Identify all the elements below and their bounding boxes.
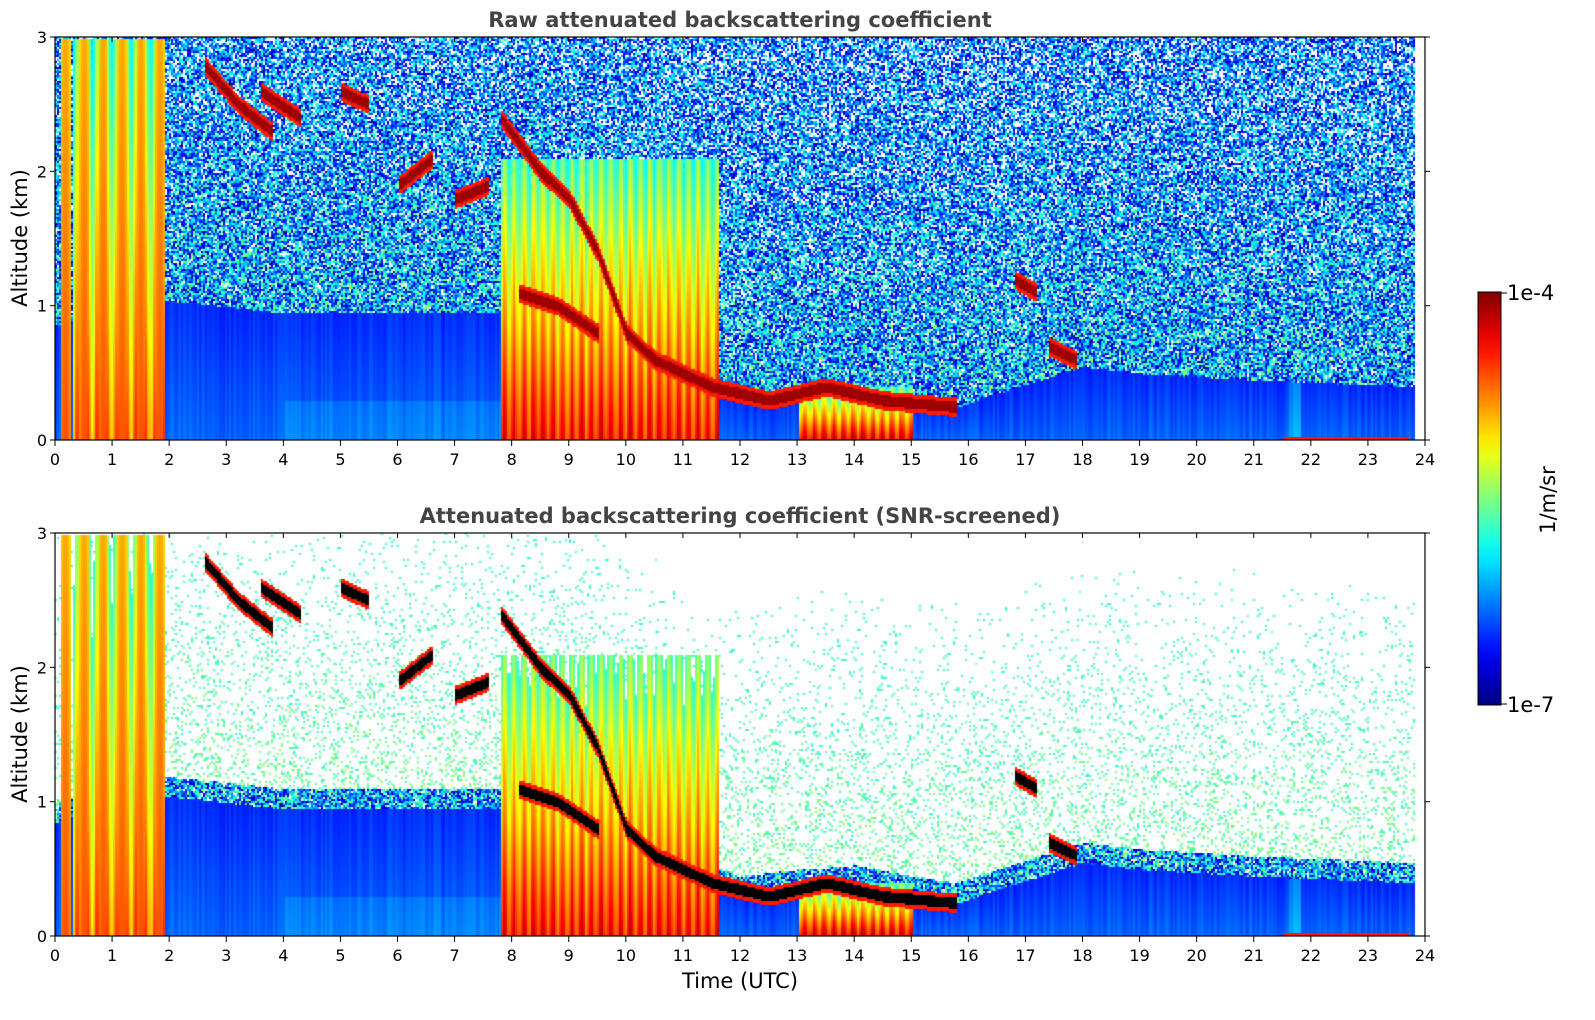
x-tick-label: 17 [1015, 946, 1035, 965]
x-tick-label: 3 [221, 450, 231, 469]
x-tick-label: 8 [507, 450, 517, 469]
y-tick-label: 2 [37, 162, 47, 181]
y-tick-label: 3 [37, 524, 47, 543]
x-tick-label: 12 [730, 946, 750, 965]
x-tick-label: 16 [958, 450, 978, 469]
x-tick-label: 7 [449, 450, 459, 469]
x-tick-label: 0 [50, 946, 60, 965]
x-tick-label: 18 [1072, 450, 1092, 469]
x-tick-label: 12 [730, 450, 750, 469]
x-tick-label: 6 [392, 450, 402, 469]
x-tick-label: 0 [50, 450, 60, 469]
x-tick-label: 1 [107, 450, 117, 469]
colorbar-max-label: 1e-4 [1507, 281, 1554, 305]
x-tick-label: 20 [1186, 946, 1206, 965]
x-tick-label: 13 [787, 946, 807, 965]
x-tick-label: 24 [1415, 946, 1435, 965]
x-tick-label: 3 [221, 946, 231, 965]
bottom-plot-title: Attenuated backscattering coefficient (S… [420, 504, 1061, 528]
x-tick-label: 9 [564, 450, 574, 469]
y-tick-label: 1 [37, 793, 47, 812]
x-tick-label: 17 [1015, 450, 1035, 469]
x-tick-label: 5 [335, 450, 345, 469]
x-tick-label: 19 [1129, 946, 1149, 965]
x-tick-label: 7 [449, 946, 459, 965]
x-tick-label: 23 [1358, 450, 1378, 469]
y-tick-label: 0 [37, 927, 47, 946]
x-tick-label: 14 [844, 946, 864, 965]
x-tick-label: 24 [1415, 450, 1435, 469]
top-y-axis: 0 1 2 3 [37, 28, 1430, 450]
x-tick-label: 20 [1186, 450, 1206, 469]
top-plot-title: Raw attenuated backscattering coefficien… [488, 8, 992, 32]
x-tick-label: 9 [564, 946, 574, 965]
bottom-y-axis: 0 1 2 3 [37, 524, 1430, 946]
colorbar: 1e-4 1e-7 1/m/sr [1477, 281, 1560, 717]
x-tick-label: 8 [507, 946, 517, 965]
x-tick-label: 21 [1244, 450, 1264, 469]
screened-backscatter-panel: Attenuated backscattering coefficient (S… [8, 504, 1435, 993]
x-tick-label: 2 [164, 450, 174, 469]
x-tick-label: 22 [1301, 946, 1321, 965]
x-tick-label: 11 [673, 450, 693, 469]
x-tick-label: 19 [1129, 450, 1149, 469]
bottom-heatmap [55, 533, 1425, 936]
x-tick-label: 22 [1301, 450, 1321, 469]
x-tick-label: 4 [278, 946, 288, 965]
bottom-y-axis-label: Altitude (km) [8, 665, 32, 803]
x-tick-label: 13 [787, 450, 807, 469]
x-tick-label: 18 [1072, 946, 1092, 965]
x-tick-label: 14 [844, 450, 864, 469]
x-tick-label: 16 [958, 946, 978, 965]
x-tick-label: 21 [1244, 946, 1264, 965]
y-tick-label: 1 [37, 297, 47, 316]
y-tick-label: 2 [37, 658, 47, 677]
x-tick-label: 6 [392, 946, 402, 965]
colorbar-min-label: 1e-7 [1507, 693, 1554, 717]
top-y-axis-label: Altitude (km) [8, 169, 32, 307]
x-tick-label: 15 [901, 450, 921, 469]
x-tick-label: 11 [673, 946, 693, 965]
x-tick-label: 5 [335, 946, 345, 965]
x-tick-label: 10 [616, 946, 636, 965]
x-tick-label: 10 [616, 450, 636, 469]
x-axis-label: Time (UTC) [681, 969, 798, 993]
x-tick-label: 23 [1358, 946, 1378, 965]
top-x-axis: 0 1 2 3 4 5 6 7 8 9 10 11 12 13 14 15 16 17 18 19 20 21 22 23 24 [50, 37, 1435, 469]
y-tick-label: 3 [37, 28, 47, 47]
raw-backscatter-panel: Raw attenuated backscattering coefficien… [8, 8, 1435, 469]
x-tick-label: 1 [107, 946, 117, 965]
x-tick-label: 15 [901, 946, 921, 965]
x-tick-label: 4 [278, 450, 288, 469]
top-heatmap [55, 37, 1425, 440]
colorbar-gradient [1477, 291, 1502, 706]
x-tick-label: 2 [164, 946, 174, 965]
colorbar-unit-label: 1/m/sr [1536, 466, 1560, 534]
y-tick-label: 0 [37, 431, 47, 450]
bottom-x-axis: 0 1 2 3 4 5 6 7 8 9 10 11 12 13 14 15 16 17 18 19 20 21 22 23 24 [50, 533, 1435, 965]
